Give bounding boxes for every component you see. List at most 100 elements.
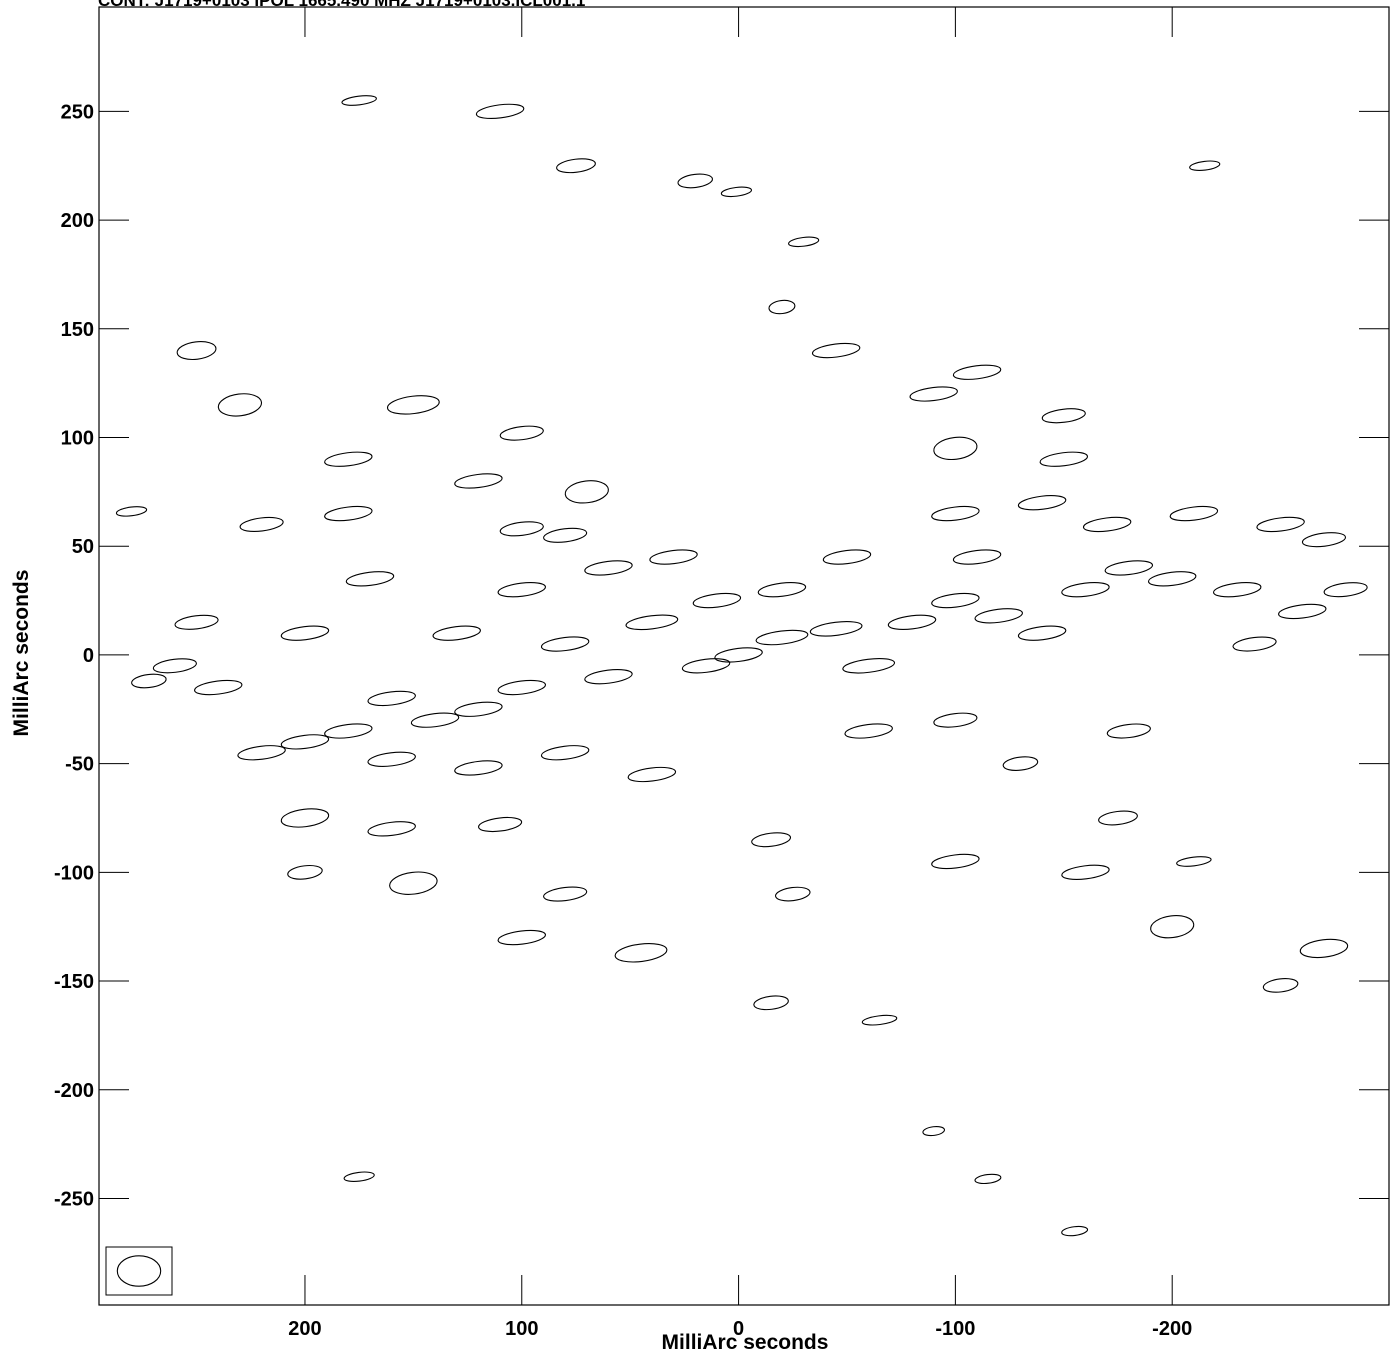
y-tick-label: 250 bbox=[61, 101, 94, 123]
contour-line bbox=[974, 1173, 1002, 1185]
y-tick-label: -150 bbox=[54, 971, 94, 993]
contour-line bbox=[974, 608, 1023, 624]
contour-line bbox=[410, 712, 460, 728]
beam-ellipse bbox=[116, 1255, 162, 1287]
contour-line bbox=[1061, 864, 1110, 880]
contour-line bbox=[540, 636, 590, 652]
contour-line bbox=[217, 393, 263, 417]
contour-line bbox=[497, 679, 547, 696]
contour-line bbox=[280, 734, 330, 750]
contour-line bbox=[1323, 582, 1368, 598]
contour-line bbox=[842, 658, 896, 674]
contour-line bbox=[1176, 856, 1212, 867]
contour-line bbox=[931, 505, 980, 522]
contour-line bbox=[174, 614, 219, 630]
contour-line bbox=[1299, 938, 1349, 959]
contour-line bbox=[1278, 603, 1327, 620]
x-tick-label: 200 bbox=[288, 1318, 321, 1340]
x-tick-label: -200 bbox=[1152, 1318, 1192, 1340]
contour-line bbox=[787, 236, 820, 248]
contour-line bbox=[1082, 516, 1132, 533]
contour-line bbox=[922, 1125, 946, 1137]
contour-line bbox=[324, 451, 373, 467]
y-tick-label: -50 bbox=[65, 754, 94, 776]
contour-line bbox=[386, 395, 440, 415]
y-tick-label: -200 bbox=[54, 1080, 94, 1102]
contour-line bbox=[933, 436, 978, 461]
x-axis-label: MilliArc seconds bbox=[661, 1331, 829, 1354]
contour-line bbox=[341, 95, 377, 106]
contour-line bbox=[1169, 505, 1219, 522]
y-tick-label: 150 bbox=[61, 319, 94, 341]
contour-line bbox=[343, 1171, 375, 1182]
contour-line bbox=[681, 658, 731, 674]
contour-lines bbox=[115, 95, 1368, 1237]
y-tick-label: 50 bbox=[72, 536, 94, 558]
contour-line bbox=[909, 386, 958, 402]
contour-line bbox=[931, 592, 980, 609]
contour-line bbox=[755, 629, 809, 646]
contour-line bbox=[692, 592, 742, 609]
contour-line bbox=[774, 886, 811, 902]
contour-line bbox=[1150, 915, 1195, 939]
contour-line bbox=[556, 158, 596, 174]
contour-line bbox=[478, 816, 523, 833]
beam-indicator bbox=[105, 1246, 173, 1296]
contour-line bbox=[811, 342, 861, 359]
x-tick-label: 100 bbox=[505, 1318, 538, 1340]
contour-line bbox=[1061, 582, 1110, 598]
contour-line bbox=[614, 943, 668, 963]
contour-line bbox=[499, 521, 544, 537]
contour-line bbox=[753, 995, 789, 1011]
y-tick-label: -250 bbox=[54, 1188, 94, 1210]
contour-line bbox=[1017, 495, 1067, 511]
axis-ticks: 200 100 0 -100 -200 250 200 150 100 50 0 -50 -100 -15… bbox=[54, 7, 1389, 1340]
contour-line bbox=[237, 745, 286, 761]
contour-line bbox=[861, 1014, 898, 1026]
contour-line bbox=[499, 425, 544, 441]
contour-line bbox=[324, 505, 373, 522]
contour-line bbox=[280, 625, 330, 641]
contour-line bbox=[454, 473, 503, 489]
contour-line bbox=[1104, 560, 1154, 576]
contour-line bbox=[540, 745, 590, 761]
contour-line bbox=[649, 549, 698, 565]
contour-line bbox=[751, 832, 792, 848]
contour-line bbox=[194, 679, 243, 696]
contour-line bbox=[564, 480, 609, 504]
contour-line bbox=[115, 506, 148, 517]
contour-line bbox=[367, 821, 416, 837]
contour-line bbox=[389, 871, 438, 895]
y-tick-label: 100 bbox=[61, 427, 94, 449]
contour-line bbox=[454, 701, 503, 717]
y-tick-label: 200 bbox=[61, 210, 94, 232]
y-axis-label: MilliArc seconds bbox=[10, 569, 33, 737]
contour-line bbox=[497, 582, 547, 598]
contour-line bbox=[887, 614, 937, 630]
contour-line bbox=[809, 621, 863, 637]
contour-line bbox=[367, 690, 416, 707]
contour-line bbox=[345, 571, 395, 587]
contour-line bbox=[844, 723, 893, 739]
contour-line bbox=[1017, 625, 1067, 641]
contour-line bbox=[768, 299, 796, 315]
chart-title: CONT: J1719+0103 IPOL 1665.490 MHZ J1719… bbox=[98, 0, 586, 10]
beam-box bbox=[105, 1246, 173, 1296]
contour-line bbox=[1098, 810, 1138, 826]
contour-line bbox=[1213, 582, 1262, 598]
contour-line bbox=[1301, 532, 1347, 548]
contour-line bbox=[1002, 756, 1039, 771]
contour-line bbox=[454, 760, 503, 776]
contour-line bbox=[1041, 408, 1086, 424]
contour-line bbox=[1147, 571, 1197, 587]
contour-line bbox=[822, 549, 872, 565]
x-tick-label: -100 bbox=[935, 1318, 975, 1340]
contour-line bbox=[584, 560, 633, 576]
x-tick-label: 0 bbox=[733, 1318, 744, 1340]
contour-line bbox=[324, 723, 373, 739]
contour-line bbox=[931, 853, 980, 870]
contour-line bbox=[627, 766, 677, 783]
contour-line bbox=[287, 864, 323, 880]
contour-line bbox=[543, 527, 588, 543]
